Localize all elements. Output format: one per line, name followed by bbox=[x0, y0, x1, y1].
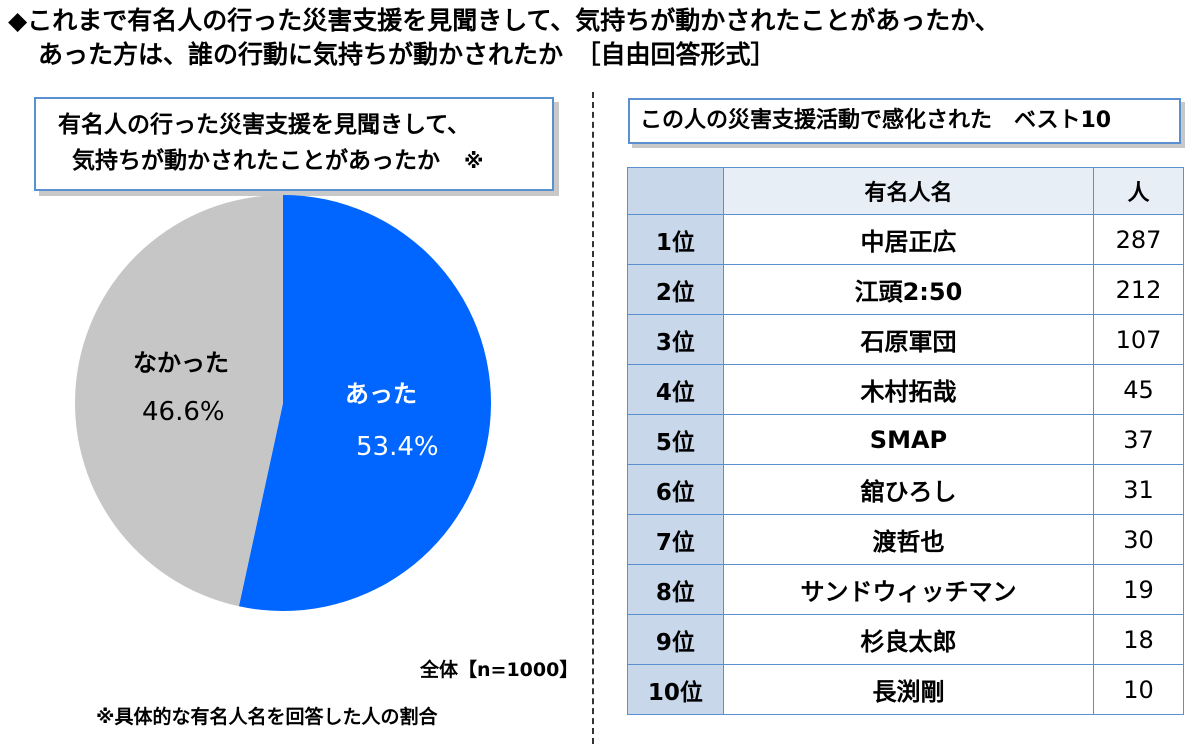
count-cell: 107 bbox=[1093, 314, 1184, 365]
name-cell: 長渕剛 bbox=[722, 664, 1095, 715]
count-cell: 212 bbox=[1093, 264, 1184, 315]
ranking-body: 1位 中居正広 287 2位 江頭2:50 212 3位 石原軍団 107 4位 木村拓哉 45 5位 S… bbox=[627, 214, 1184, 715]
rank-cell: 10位 bbox=[627, 664, 724, 715]
table-row: 9位 杉良太郎 18 bbox=[627, 614, 1184, 665]
table-row: 10位 長渕剛 10 bbox=[627, 664, 1184, 715]
count-cell: 10 bbox=[1093, 664, 1184, 715]
count-cell: 45 bbox=[1093, 364, 1184, 415]
pie-slice-no bbox=[75, 195, 284, 607]
ranking-header-rank bbox=[627, 167, 724, 215]
ranking-title-box: この人の災害支援活動で感化された ベスト10 bbox=[628, 98, 1181, 144]
pie-value-yes: 53.4% bbox=[356, 432, 439, 462]
rank-cell: 2位 bbox=[627, 264, 724, 315]
table-row: 8位 サンドウィッチマン 19 bbox=[627, 564, 1184, 615]
rank-cell: 8位 bbox=[627, 564, 724, 615]
rank-cell: 6位 bbox=[627, 464, 724, 515]
ranking-table: 有名人名 人 1位 中居正広 287 2位 江頭2:50 212 3位 石原軍団 107 4位 木村… bbox=[627, 167, 1184, 715]
name-cell: 杉良太郎 bbox=[722, 614, 1095, 665]
rank-cell: 3位 bbox=[627, 314, 724, 365]
name-cell: 木村拓哉 bbox=[722, 364, 1095, 415]
header-line-2: あった方は、誰の行動に気持ちが動かされたか ［自由回答形式］ bbox=[38, 40, 776, 69]
pie-question-box: 有名人の行った災害支援を見聞きして、 気持ちが動かされたことがあったか ※ bbox=[34, 97, 554, 191]
ranking-header-name: 有名人名 bbox=[722, 167, 1095, 215]
name-cell: 石原軍団 bbox=[722, 314, 1095, 365]
count-cell: 287 bbox=[1093, 214, 1184, 265]
pie-question-mark: ※ bbox=[464, 149, 484, 173]
name-cell: 江頭2:50 bbox=[722, 264, 1095, 315]
pie-question-line-1: 有名人の行った災害支援を見聞きして、 bbox=[58, 112, 471, 138]
rank-cell: 5位 bbox=[627, 414, 724, 465]
name-cell: 中居正広 bbox=[722, 214, 1095, 265]
table-row: 2位 江頭2:50 212 bbox=[627, 264, 1184, 315]
pie-value-no: 46.6% bbox=[142, 397, 225, 427]
pie-chart bbox=[75, 195, 492, 611]
pie-question-line-2: 気持ちが動かされたことがあったか ※ bbox=[58, 143, 552, 179]
name-cell: 舘ひろし bbox=[722, 464, 1095, 515]
rank-cell: 7位 bbox=[627, 514, 724, 565]
count-cell: 18 bbox=[1093, 614, 1184, 665]
section-divider bbox=[592, 92, 594, 744]
table-row: 4位 木村拓哉 45 bbox=[627, 364, 1184, 415]
pie-slice-yes bbox=[238, 195, 492, 611]
table-row: 5位 SMAP 37 bbox=[627, 414, 1184, 465]
page-header: ◆これまで有名人の行った災害支援を見聞きして、気持ちが動かされたことがあったか、… bbox=[8, 4, 1188, 72]
sample-size-label: 全体【n=1000】 bbox=[420, 659, 579, 681]
rank-cell: 9位 bbox=[627, 614, 724, 665]
count-cell: 31 bbox=[1093, 464, 1184, 515]
rank-cell: 4位 bbox=[627, 364, 724, 415]
pie-label-yes: あった bbox=[345, 380, 417, 408]
pie-label-no: なかった bbox=[133, 349, 229, 377]
name-cell: SMAP bbox=[722, 414, 1095, 465]
name-cell: サンドウィッチマン bbox=[722, 564, 1095, 615]
count-cell: 19 bbox=[1093, 564, 1184, 615]
footnote: ※具体的な有名人名を回答した人の割合 bbox=[96, 706, 438, 728]
pie-question-text: 気持ちが動かされたことがあったか bbox=[72, 148, 440, 174]
ranking-header-count: 人 bbox=[1093, 167, 1184, 215]
name-cell: 渡哲也 bbox=[722, 514, 1095, 565]
table-row: 6位 舘ひろし 31 bbox=[627, 464, 1184, 515]
table-row: 3位 石原軍団 107 bbox=[627, 314, 1184, 365]
rank-cell: 1位 bbox=[627, 214, 724, 265]
header-line-1: ◆これまで有名人の行った災害支援を見聞きして、気持ちが動かされたことがあったか、 bbox=[8, 6, 1000, 35]
ranking-header-row: 有名人名 人 bbox=[627, 167, 1184, 215]
count-cell: 30 bbox=[1093, 514, 1184, 565]
count-cell: 37 bbox=[1093, 414, 1184, 465]
table-row: 1位 中居正広 287 bbox=[627, 214, 1184, 265]
table-row: 7位 渡哲也 30 bbox=[627, 514, 1184, 565]
